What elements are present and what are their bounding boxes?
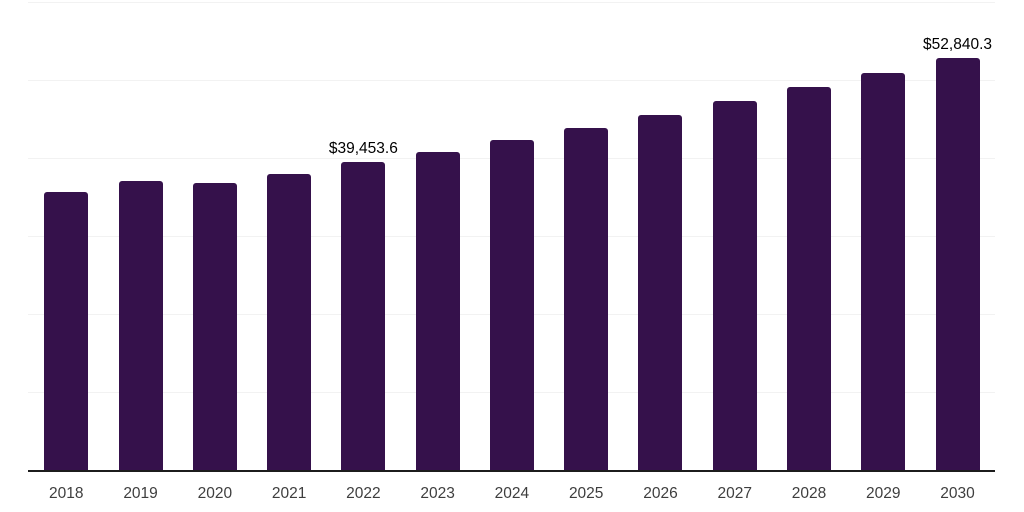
x-tick-label: 2029 bbox=[866, 485, 901, 502]
x-tick-label: 2021 bbox=[271, 485, 307, 502]
bar-2023 bbox=[415, 152, 460, 470]
x-tick-label: 2022 bbox=[346, 485, 381, 502]
x-tick-label: 2027 bbox=[717, 485, 752, 502]
bar-2018 bbox=[44, 191, 89, 470]
bar-2021 bbox=[267, 173, 312, 470]
x-tick-label: 2025 bbox=[568, 485, 604, 502]
x-tick-label: 2020 bbox=[197, 485, 233, 502]
gridline bbox=[28, 80, 995, 81]
x-tick-label: 2024 bbox=[494, 485, 530, 502]
bar-2019 bbox=[118, 181, 163, 470]
x-tick-label: 2019 bbox=[123, 485, 158, 502]
x-tick-label: 2028 bbox=[791, 485, 827, 502]
bar-2024 bbox=[489, 140, 534, 470]
data-label: $39,453.6 bbox=[328, 140, 398, 158]
x-tick-label: 2018 bbox=[49, 485, 84, 502]
x-axis-line bbox=[28, 470, 995, 472]
gridline bbox=[28, 2, 995, 3]
bar-2026 bbox=[638, 115, 683, 470]
bar-2030 bbox=[935, 57, 980, 470]
data-label: $52,840.3 bbox=[923, 35, 993, 53]
plot-area: $39,453.6 $52,840.3 bbox=[28, 2, 995, 470]
bar-2027 bbox=[712, 101, 757, 470]
x-tick-label: 2023 bbox=[420, 485, 455, 502]
bar-2025 bbox=[564, 128, 609, 470]
bar-2022 bbox=[341, 162, 386, 470]
bar-2028 bbox=[787, 87, 831, 470]
bar-2029 bbox=[861, 72, 906, 470]
x-tick-label: 2026 bbox=[643, 485, 678, 502]
x-tick-label: 2030 bbox=[940, 485, 975, 502]
bar-2020 bbox=[192, 182, 237, 470]
